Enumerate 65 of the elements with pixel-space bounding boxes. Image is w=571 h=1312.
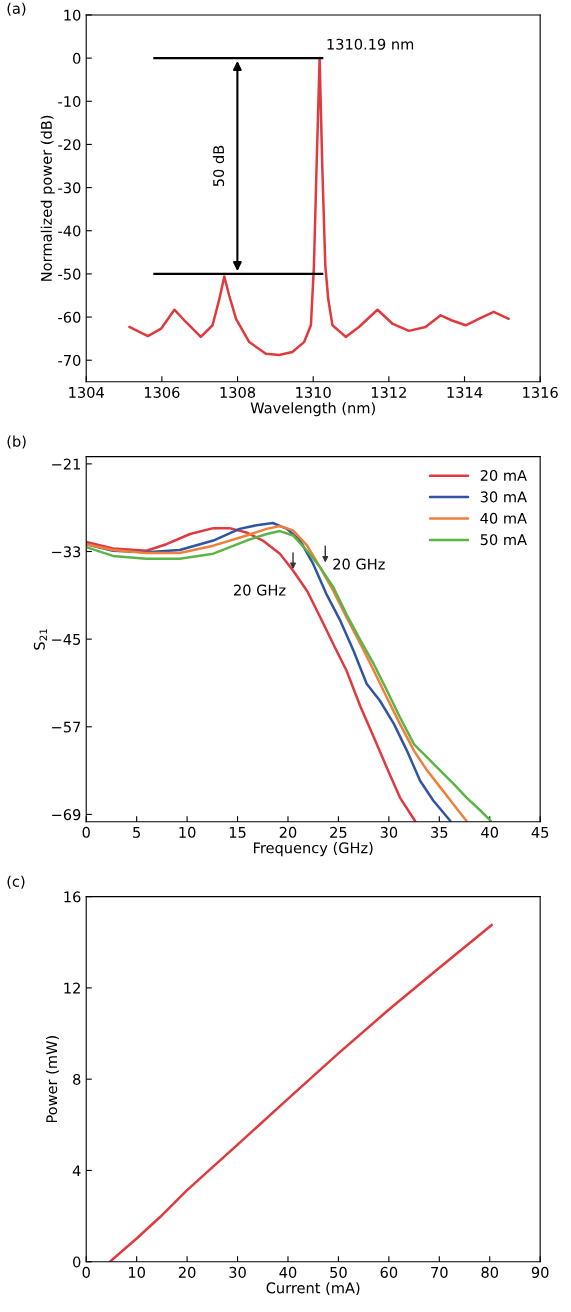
- x-tick-label: 30: [380, 826, 398, 838]
- x-tick-label: 5: [133, 827, 141, 838]
- text: (a): [7, 2, 26, 16]
- x-axis-title: Wavelength (nm): [250, 402, 375, 417]
- x-tick-label: 15: [229, 827, 246, 838]
- y-tick-label: -40: [58, 225, 81, 237]
- x-tick-label: 50: [330, 1266, 347, 1278]
- line-series: [108, 923, 493, 1262]
- legend-label: 30 mA: [480, 491, 527, 503]
- y-tick-label: 0: [73, 52, 81, 64]
- y-tick-label: 8: [73, 1073, 81, 1085]
- y-tick-label: -70: [58, 354, 81, 366]
- y-tick-label: -20: [58, 139, 81, 151]
- y-tick-label: -30: [58, 182, 81, 194]
- text: (b): [7, 435, 26, 449]
- x-tick-label: 1304: [69, 386, 104, 398]
- annotation: 20 GHz: [234, 584, 286, 596]
- y-tick-label: −57: [52, 721, 81, 733]
- x-tick-label: 1310: [296, 386, 331, 398]
- y-axis-title: Normalized power (dB): [40, 115, 55, 281]
- y-tick-label: −33: [52, 546, 81, 558]
- x-tick-label: 1306: [144, 386, 180, 398]
- x-tick-label: 0: [82, 1266, 90, 1278]
- x-tick-label: 1314: [447, 386, 483, 398]
- x-tick-label: 1316: [523, 386, 558, 398]
- x-tick-label: 45: [531, 827, 549, 838]
- x-tick-label: 60: [380, 1266, 398, 1278]
- y-tick-label: -60: [58, 311, 81, 323]
- legend-label: 40 mA: [480, 512, 527, 524]
- x-tick-label: 0: [82, 826, 90, 838]
- x-tick-label: 1308: [220, 386, 256, 398]
- text: (c): [7, 875, 25, 889]
- x-tick-label: 30: [229, 1266, 246, 1278]
- y-tick-label: −45: [52, 634, 81, 645]
- x-tick-label: 20: [178, 1266, 196, 1278]
- x-tick-label: 40: [279, 1266, 297, 1278]
- x-tick-label: 70: [431, 1266, 448, 1278]
- y-tick-label: 0: [73, 1256, 81, 1268]
- x-tick-label: 80: [481, 1266, 499, 1278]
- y-axis-title: S$_{21}$: [33, 629, 48, 650]
- legend-label: 20 mA: [480, 469, 527, 481]
- y-tick-label: 16: [64, 891, 81, 903]
- x-tick-label: 1312: [371, 386, 406, 398]
- y-tick-label: -10: [58, 95, 81, 108]
- y-tick-label: −21: [52, 458, 81, 470]
- x-axis-title: Current (mA): [266, 1282, 360, 1296]
- y-axis-title: Power (mW): [45, 1036, 59, 1123]
- x-tick-label: 20: [279, 826, 297, 838]
- x-tick-label: 90: [531, 1266, 549, 1278]
- x-axis-title: Frequency (GHz): [253, 842, 373, 857]
- y-tick-label: -50: [58, 268, 81, 280]
- x-tick-label: 40: [481, 826, 499, 838]
- y-tick-label: 10: [64, 9, 81, 21]
- x-tick-label: 10: [179, 826, 196, 838]
- legend-label: 50 mA: [480, 534, 527, 546]
- x-tick-label: 25: [330, 826, 347, 838]
- line-series: [128, 56, 511, 357]
- x-tick-label: 35: [431, 826, 448, 838]
- x-tick-label: 10: [128, 1266, 145, 1278]
- y-tick-label: 4: [72, 1165, 81, 1177]
- annotation: 50 dB: [212, 145, 225, 187]
- y-tick-label: −69: [52, 809, 81, 821]
- y-tick-label: 12: [64, 982, 80, 994]
- annotation: 1310.19 nm: [327, 38, 414, 50]
- annotation: 20 GHz: [333, 558, 385, 570]
